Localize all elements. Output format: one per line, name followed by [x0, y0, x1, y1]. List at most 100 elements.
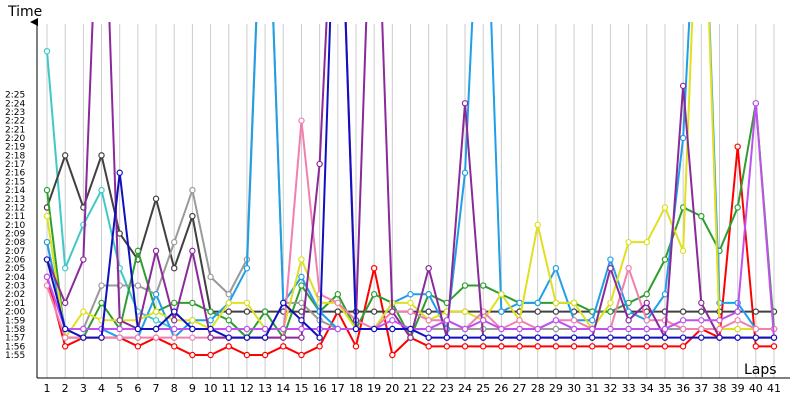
data-point — [116, 325, 123, 333]
data-point — [134, 247, 142, 255]
y-tick-label: 2:19 — [5, 143, 25, 153]
data-point — [698, 325, 705, 333]
data-point — [280, 325, 287, 333]
y-tick-label: 1:56 — [5, 342, 25, 352]
data-point — [43, 238, 51, 246]
y-tick-label: 2:04 — [5, 273, 25, 283]
data-point — [261, 308, 269, 315]
data-point — [207, 325, 214, 333]
data-point — [625, 265, 632, 272]
data-point — [152, 247, 160, 255]
data-point — [679, 82, 687, 90]
x-tick-label: 4 — [98, 382, 105, 395]
x-tick-label: 31 — [585, 382, 599, 395]
y-tick-label: 2:01 — [5, 299, 25, 309]
data-point — [461, 308, 469, 315]
data-point — [679, 325, 687, 333]
data-point — [370, 308, 378, 315]
data-point — [552, 299, 560, 307]
data-point — [679, 247, 687, 255]
data-point — [152, 317, 160, 324]
data-point — [207, 273, 214, 281]
x-tick-label: 39 — [731, 382, 745, 395]
x-tick-label: 40 — [749, 382, 763, 395]
data-point — [643, 343, 650, 350]
data-point — [171, 334, 178, 341]
data-point — [734, 143, 741, 150]
data-point — [389, 351, 396, 359]
x-tick-label: 29 — [549, 382, 563, 395]
y-tick-label: 2:03 — [5, 282, 25, 292]
y-tick-label: 1:57 — [5, 334, 25, 344]
y-tick-label: 2:00 — [5, 308, 25, 318]
data-point — [80, 256, 87, 263]
data-point — [698, 334, 705, 341]
data-point — [461, 100, 469, 107]
x-tick-label: 37 — [694, 382, 708, 395]
data-point — [425, 308, 432, 315]
data-point — [352, 325, 360, 333]
data-point — [643, 317, 650, 324]
data-point — [425, 265, 432, 272]
series-11 — [43, 22, 778, 341]
x-tick-label: 41 — [767, 382, 781, 395]
data-point — [698, 212, 705, 220]
data-point — [534, 299, 541, 307]
data-point — [116, 317, 123, 324]
x-tick-label: 10 — [204, 382, 218, 395]
data-point — [752, 100, 760, 107]
data-point — [516, 334, 523, 341]
data-point — [679, 334, 687, 341]
x-tick-label: 1 — [44, 382, 51, 395]
data-point — [607, 265, 614, 272]
data-point — [389, 317, 396, 324]
data-point — [298, 334, 305, 341]
data-point — [80, 334, 87, 341]
data-point — [552, 343, 560, 350]
data-point — [716, 325, 723, 333]
data-point — [298, 117, 305, 124]
data-point — [61, 299, 69, 307]
data-point — [316, 160, 323, 168]
x-tick-label: 38 — [712, 382, 726, 395]
data-point — [189, 212, 196, 220]
data-point — [643, 334, 650, 341]
x-tick-label: 28 — [531, 382, 545, 395]
y-tick-label: 1:58 — [5, 325, 25, 335]
data-point — [679, 134, 687, 142]
data-point — [171, 343, 178, 350]
data-point — [207, 334, 214, 341]
data-point — [134, 282, 142, 289]
data-point — [480, 317, 487, 324]
data-point — [498, 334, 505, 341]
data-point — [261, 351, 269, 359]
data-point — [698, 317, 705, 324]
data-point — [225, 343, 232, 350]
data-point — [43, 48, 51, 55]
x-tick-label: 21 — [404, 382, 418, 395]
data-point — [243, 325, 251, 333]
data-point — [98, 186, 105, 194]
x-tick-label: 19 — [367, 382, 381, 395]
data-point — [480, 343, 487, 350]
x-tick-label: 18 — [349, 382, 363, 395]
data-point — [716, 334, 723, 341]
data-point — [225, 325, 232, 333]
y-tick-label: 2:11 — [5, 212, 25, 222]
data-point — [134, 343, 142, 350]
y-tick-labels: 1:551:561:571:581:592:002:012:022:032:04… — [5, 91, 25, 361]
data-point — [661, 291, 669, 298]
data-point — [661, 334, 669, 341]
data-point — [752, 343, 760, 350]
data-point — [425, 325, 432, 333]
data-point — [698, 308, 705, 315]
data-point — [461, 343, 469, 350]
data-point — [534, 308, 541, 315]
x-tick-label: 25 — [476, 382, 490, 395]
data-point — [43, 186, 51, 194]
y-tick-label: 2:20 — [5, 134, 25, 144]
y-tick-label: 2:08 — [5, 238, 25, 248]
data-point — [171, 325, 178, 333]
data-point — [589, 334, 596, 341]
data-point — [643, 325, 650, 333]
